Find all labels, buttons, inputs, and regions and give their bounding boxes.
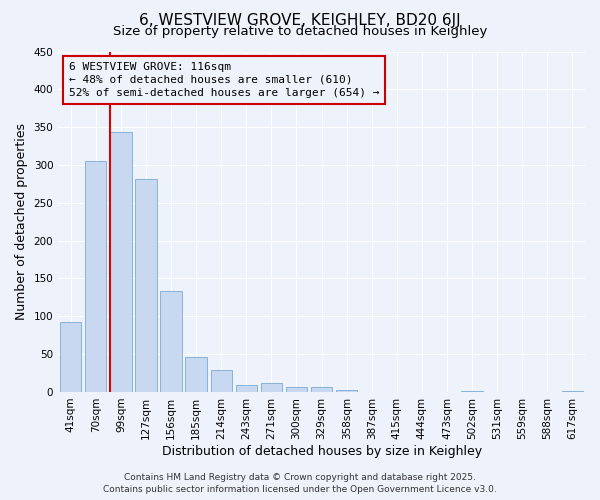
Bar <box>336 390 358 392</box>
Text: Contains HM Land Registry data © Crown copyright and database right 2025.
Contai: Contains HM Land Registry data © Crown c… <box>103 472 497 494</box>
Text: 6, WESTVIEW GROVE, KEIGHLEY, BD20 6JJ: 6, WESTVIEW GROVE, KEIGHLEY, BD20 6JJ <box>139 12 461 28</box>
Bar <box>160 292 182 392</box>
Bar <box>85 161 106 392</box>
Text: 6 WESTVIEW GROVE: 116sqm
← 48% of detached houses are smaller (610)
52% of semi-: 6 WESTVIEW GROVE: 116sqm ← 48% of detach… <box>69 62 379 98</box>
Bar <box>261 383 282 392</box>
Bar <box>286 386 307 392</box>
Bar <box>236 385 257 392</box>
Bar <box>185 357 207 392</box>
Bar <box>562 391 583 392</box>
Bar <box>311 388 332 392</box>
Y-axis label: Number of detached properties: Number of detached properties <box>15 123 28 320</box>
Bar <box>211 370 232 392</box>
Bar <box>110 132 131 392</box>
Text: Size of property relative to detached houses in Keighley: Size of property relative to detached ho… <box>113 25 487 38</box>
Bar <box>136 178 157 392</box>
X-axis label: Distribution of detached houses by size in Keighley: Distribution of detached houses by size … <box>161 444 482 458</box>
Bar <box>461 391 483 392</box>
Bar <box>60 322 82 392</box>
